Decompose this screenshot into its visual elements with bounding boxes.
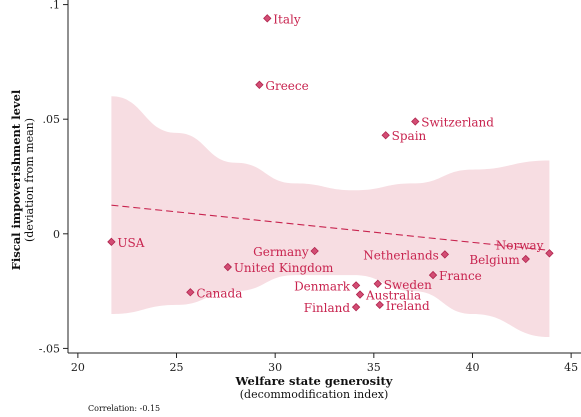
y-tick-label: 0	[53, 228, 60, 241]
point-marker	[373, 279, 382, 288]
point-label: Spain	[392, 129, 427, 143]
point-marker	[381, 131, 390, 140]
y-axis-subtitle: (deviation from mean)	[23, 118, 36, 242]
x-tick-label: 45	[564, 361, 578, 374]
point-marker	[255, 80, 264, 89]
y-tick-label: .05	[43, 113, 61, 126]
point-marker	[223, 262, 232, 272]
point-label: Canada	[196, 286, 242, 300]
y-axis-title: Fiscal impoverishment level	[9, 89, 23, 270]
point-label: Sweden	[384, 278, 432, 292]
point-marker	[351, 302, 361, 312]
x-axis-title: Welfare state generosity	[235, 374, 393, 388]
point-label: Germany	[253, 245, 309, 259]
point-label: Australia	[365, 289, 421, 303]
point-marker	[351, 281, 361, 290]
point-label: Switzerland	[421, 115, 494, 129]
point-marker	[440, 250, 450, 259]
point-label: Italy	[273, 12, 301, 26]
point-label: France	[439, 269, 482, 283]
x-tick-label: 20	[71, 361, 85, 374]
points-layer	[107, 14, 554, 312]
point-marker	[310, 246, 319, 256]
point-label: Ireland	[386, 299, 430, 313]
point-marker	[375, 300, 384, 310]
point-marker	[411, 117, 420, 126]
point-label: United Kingdom	[234, 261, 334, 275]
point-label: Belgium	[469, 253, 520, 267]
y-tick-label: -.05	[39, 342, 60, 355]
point-marker	[186, 288, 195, 297]
axes-layer: 20 25 30 35 40 45 -.05 0 .05 .1	[39, 0, 581, 374]
point-marker	[355, 290, 365, 299]
x-tick-label: 25	[170, 361, 184, 374]
point-marker	[521, 254, 530, 264]
point-marker	[545, 249, 554, 258]
point-label: Netherlands	[363, 248, 439, 262]
fit-line-layer	[111, 204, 550, 251]
point-label: Finland	[304, 301, 351, 315]
correlation-note: Correlation: -0.15	[88, 404, 160, 413]
confidence-band	[111, 96, 550, 337]
y-tick-label: .1	[50, 0, 61, 12]
point-label: Denmark	[294, 279, 351, 293]
x-tick-label: 30	[268, 361, 282, 374]
x-axis-subtitle: (decommodification index)	[240, 388, 389, 401]
x-tick-label: 40	[465, 361, 479, 374]
point-marker	[107, 237, 116, 246]
point-marker	[428, 270, 438, 280]
confidence-band-layer	[111, 96, 550, 337]
point-marker	[263, 14, 272, 23]
point-label: Norway	[496, 238, 544, 252]
point-label: Greece	[265, 79, 308, 93]
x-tick-label: 35	[367, 361, 381, 374]
point-label: USA	[117, 236, 144, 250]
fit-line	[111, 204, 550, 251]
